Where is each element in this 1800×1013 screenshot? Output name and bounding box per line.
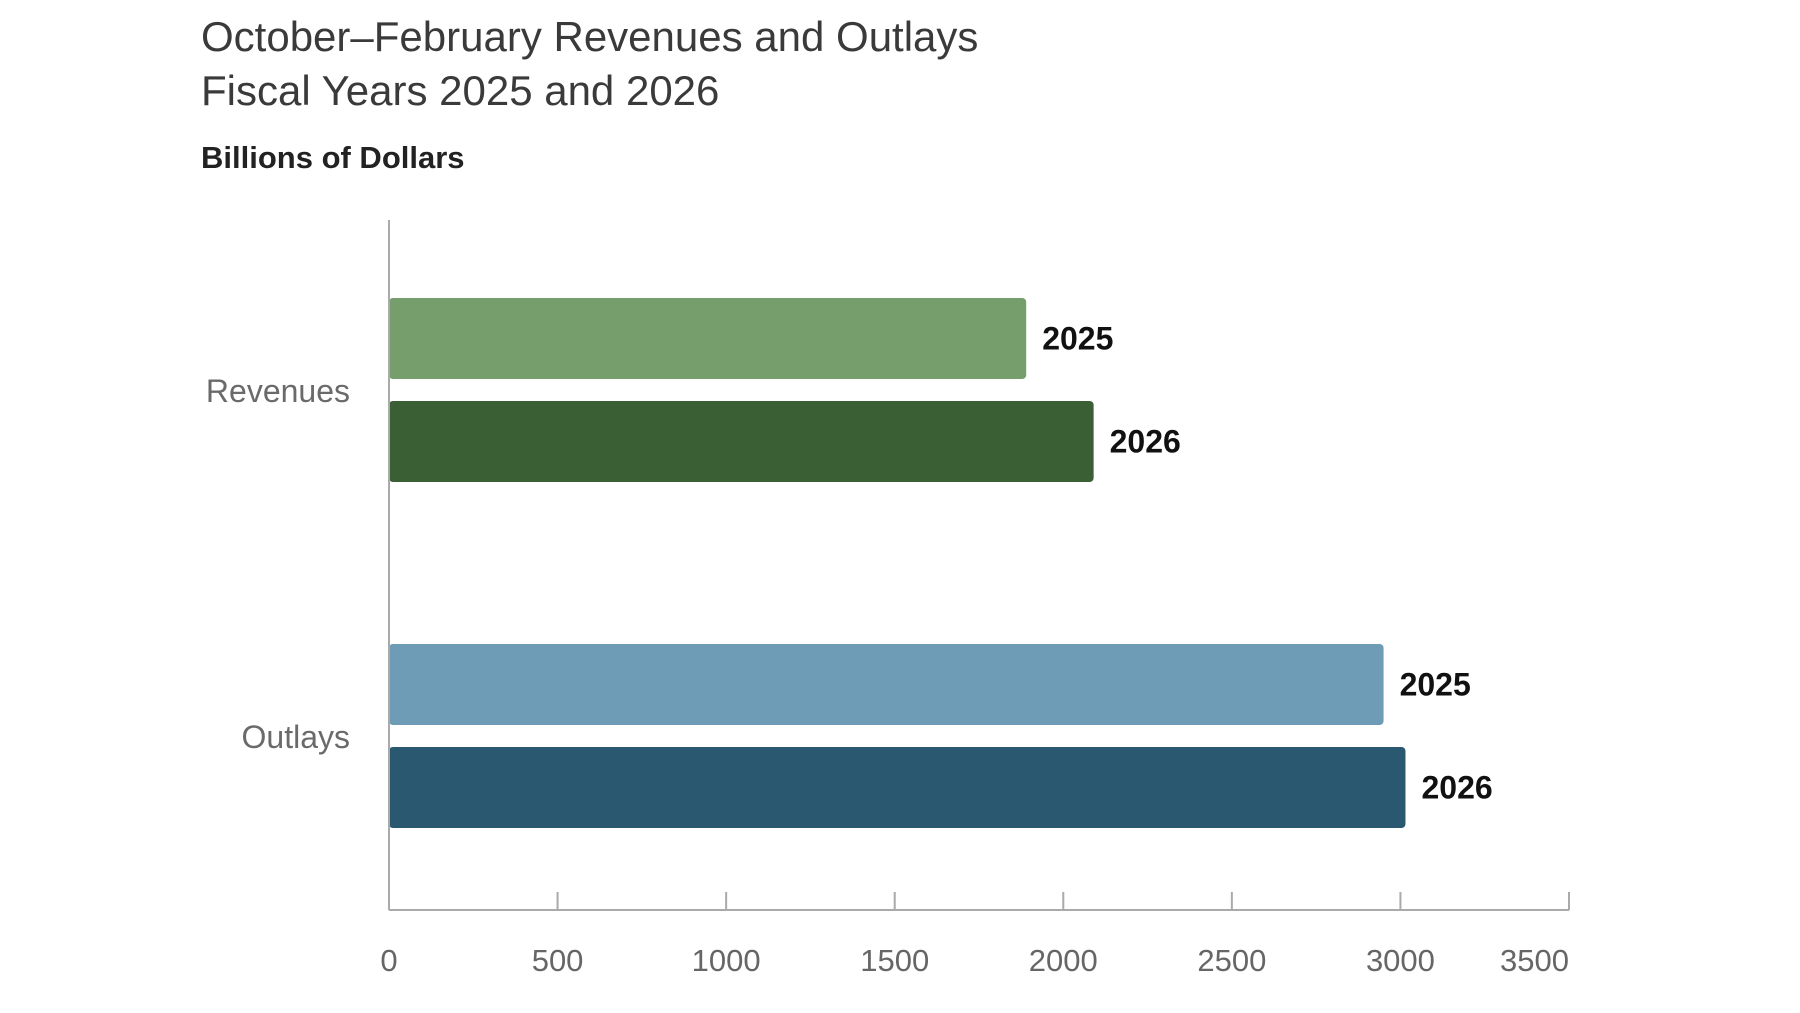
x-axis: 0 500 1000 1500 2000 2500 3000 3500	[380, 220, 1570, 978]
bar-revenues-2026	[389, 401, 1094, 482]
x-tick-label-3000: 3000	[1366, 943, 1435, 978]
chart-title-line-2: Fiscal Years 2025 and 2026	[201, 67, 720, 114]
chart-title: October–February Revenues and Outlays Fi…	[201, 10, 978, 118]
bar-label-outlays-2026: 2026	[1421, 770, 1492, 806]
x-tick-label-3500: 3500	[1500, 943, 1569, 978]
bars-layer: 2025 2026 Revenues 2025 2026 Outlays	[206, 298, 1493, 828]
chart-title-line-1: October–February Revenues and Outlays	[201, 13, 979, 60]
units-label: Billions of Dollars	[201, 140, 465, 175]
bar-label-revenues-2026: 2026	[1110, 424, 1181, 460]
bar-revenues-2025	[389, 298, 1027, 379]
bar-outlays-2026	[389, 747, 1406, 828]
bar-label-outlays-2025: 2025	[1400, 667, 1471, 703]
x-tick-label-1000: 1000	[692, 943, 761, 978]
x-tick-label-0: 0	[380, 943, 397, 978]
x-tick-label-2000: 2000	[1029, 943, 1098, 978]
category-label-outlays: Outlays	[242, 719, 350, 755]
bar-outlays-2025	[389, 644, 1384, 725]
category-label-revenues: Revenues	[206, 373, 350, 409]
x-tick-label-1500: 1500	[860, 943, 929, 978]
x-tick-label-2500: 2500	[1197, 943, 1266, 978]
bar-label-revenues-2025: 2025	[1042, 321, 1113, 357]
x-tick-label-500: 500	[532, 943, 584, 978]
